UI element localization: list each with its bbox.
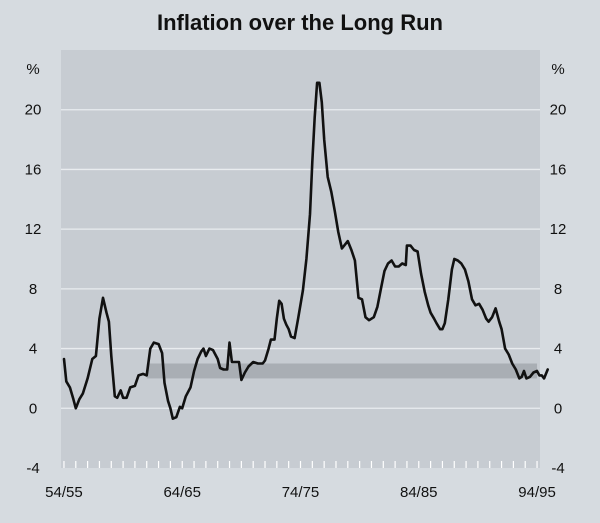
y-tick-label-left: 12: [25, 221, 42, 238]
x-tick-label: 84/85: [400, 484, 438, 501]
y-tick-label-left: -4: [26, 460, 39, 477]
x-tick-label: 64/65: [163, 484, 201, 501]
x-tick-label: 54/55: [45, 484, 83, 501]
y-tick-label-left: 4: [29, 341, 37, 358]
inflation-series-line: [62, 81, 549, 420]
target-band: [146, 363, 538, 379]
y-tick-label-left: 8: [29, 281, 37, 298]
y-tick-label-right: 20: [550, 102, 567, 119]
y-axis-unit-right: %: [551, 61, 564, 78]
y-tick-label-right: 0: [554, 400, 562, 417]
y-tick-label-right: 16: [550, 161, 567, 178]
y-tick-label-right: 4: [554, 341, 562, 358]
y-tick-label-right: 12: [550, 221, 567, 238]
chart-title: Inflation over the Long Run: [157, 10, 443, 35]
y-tick-label-left: 16: [25, 161, 42, 178]
y-tick-label-left: 0: [29, 400, 37, 417]
y-tick-label-right: 8: [554, 281, 562, 298]
x-tick-label: 94/95: [518, 484, 556, 501]
y-tick-label-right: -4: [551, 460, 564, 477]
plot-area: [61, 50, 540, 468]
x-tick-label: 74/75: [282, 484, 320, 501]
y-tick-label-left: 20: [25, 102, 42, 119]
y-axis-unit-left: %: [26, 61, 39, 78]
